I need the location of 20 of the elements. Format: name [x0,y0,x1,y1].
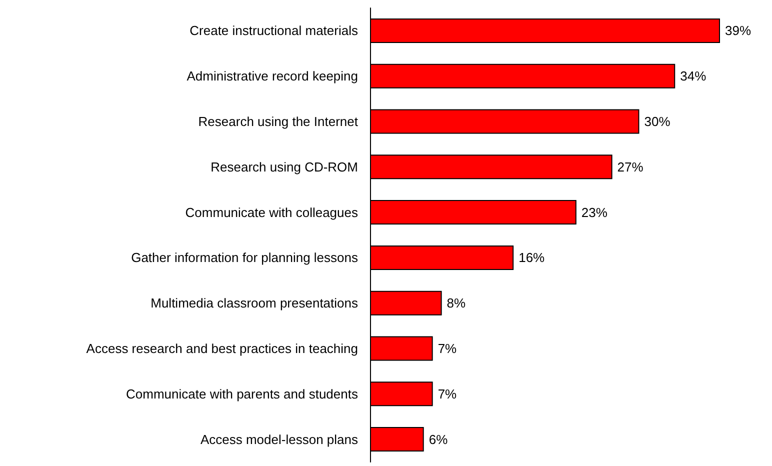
y-tick-label: Communicate with colleagues [185,204,358,220]
data-label: 39% [725,23,752,38]
y-tick-label: Access research and best practices in teaching [86,341,358,356]
data-label: 27% [617,159,644,174]
y-tick-label: Multimedia classroom presentations [150,296,358,311]
y-tick-label: Gather information for planning lessons [131,250,358,266]
y-tick-label: Research using the Internet [198,114,358,129]
data-label: 30% [644,114,671,129]
y-tick-label: Communicate with parents and students [126,386,358,402]
y-tick-label: Access model-lesson plans [200,432,358,447]
data-label: 16% [518,250,546,266]
data-label: 7% [438,341,458,356]
data-label: 23% [581,204,608,220]
data-label: 7% [438,386,458,402]
y-tick-label: Create instructional materials [190,23,358,38]
data-label: 6% [428,432,448,447]
y-tick-label: Administrative record keeping [186,68,358,84]
y-tick-label: Research using CD-ROM [210,159,358,174]
data-label: 8% [446,296,466,311]
data-label: 34% [680,68,707,84]
